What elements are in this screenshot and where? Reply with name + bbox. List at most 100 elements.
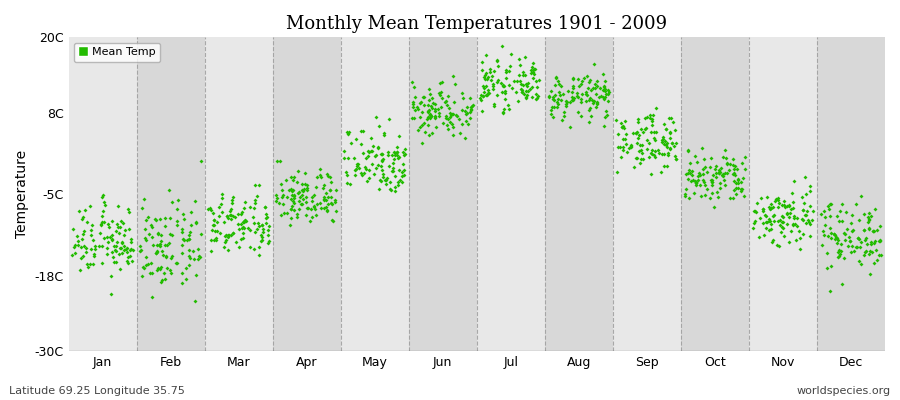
Point bbox=[406, 101, 420, 107]
Point bbox=[483, 66, 498, 72]
Point bbox=[870, 226, 885, 233]
Point bbox=[823, 201, 837, 207]
Point bbox=[784, 206, 798, 212]
Point bbox=[223, 216, 238, 222]
Point bbox=[838, 231, 852, 238]
Point bbox=[682, 160, 697, 166]
Point bbox=[238, 219, 252, 226]
Point bbox=[284, 206, 299, 212]
Point bbox=[498, 95, 512, 102]
Point bbox=[246, 214, 260, 220]
Point bbox=[139, 217, 153, 223]
Point bbox=[175, 229, 189, 235]
Point bbox=[255, 236, 269, 243]
Point bbox=[633, 141, 647, 148]
Point bbox=[805, 217, 819, 223]
Point bbox=[615, 124, 629, 130]
Point bbox=[828, 232, 842, 238]
Point bbox=[324, 201, 338, 208]
Point bbox=[552, 80, 566, 87]
Point bbox=[93, 230, 107, 236]
Point bbox=[857, 211, 871, 218]
Point bbox=[626, 130, 641, 136]
Point bbox=[149, 267, 164, 274]
Point bbox=[685, 168, 699, 174]
Point bbox=[747, 220, 761, 226]
Point bbox=[284, 206, 299, 212]
Point bbox=[689, 178, 704, 185]
Point bbox=[645, 112, 660, 118]
Point bbox=[76, 215, 90, 222]
Point bbox=[509, 88, 524, 95]
Point bbox=[832, 217, 846, 224]
Point bbox=[515, 87, 529, 93]
Point bbox=[782, 202, 796, 208]
Point bbox=[716, 154, 730, 161]
Point bbox=[775, 218, 789, 225]
Point bbox=[151, 230, 166, 236]
Point bbox=[479, 92, 493, 98]
Point bbox=[238, 199, 252, 206]
Point bbox=[324, 178, 338, 185]
Point bbox=[317, 182, 331, 188]
Point bbox=[746, 208, 760, 214]
Point bbox=[610, 131, 625, 137]
Point bbox=[761, 226, 776, 233]
Point bbox=[235, 224, 249, 231]
Point bbox=[850, 244, 864, 250]
Point bbox=[371, 145, 385, 151]
Point bbox=[422, 114, 436, 121]
Point bbox=[775, 224, 789, 230]
Point bbox=[307, 192, 321, 198]
Point bbox=[734, 160, 749, 166]
Point bbox=[205, 210, 220, 216]
Point bbox=[189, 218, 203, 225]
Text: Latitude 69.25 Longitude 35.75: Latitude 69.25 Longitude 35.75 bbox=[9, 386, 184, 396]
Point bbox=[573, 99, 588, 106]
Point bbox=[445, 112, 459, 118]
Point bbox=[865, 249, 879, 255]
Point bbox=[775, 202, 789, 208]
Point bbox=[581, 97, 596, 103]
Point bbox=[68, 242, 82, 248]
Point bbox=[731, 177, 745, 184]
Point bbox=[638, 126, 652, 132]
Point bbox=[497, 82, 511, 89]
Point bbox=[152, 242, 166, 248]
Point bbox=[95, 194, 110, 200]
Point bbox=[665, 119, 680, 125]
Point bbox=[294, 181, 309, 187]
Point bbox=[515, 89, 529, 96]
Point bbox=[864, 241, 878, 248]
Point bbox=[586, 100, 600, 107]
Point bbox=[611, 144, 625, 150]
Point bbox=[516, 89, 530, 95]
Point bbox=[645, 146, 660, 153]
Point bbox=[638, 115, 652, 122]
Point bbox=[84, 227, 98, 233]
Point bbox=[827, 231, 842, 237]
Point bbox=[228, 214, 242, 220]
Point bbox=[786, 199, 800, 205]
Point bbox=[573, 96, 588, 102]
Point bbox=[112, 224, 127, 230]
Point bbox=[862, 217, 877, 223]
Point bbox=[824, 263, 838, 269]
Point bbox=[695, 144, 709, 151]
Point bbox=[102, 224, 116, 230]
Point bbox=[117, 247, 131, 254]
Point bbox=[475, 108, 490, 114]
Point bbox=[798, 220, 813, 226]
Bar bbox=[341, 37, 409, 351]
Point bbox=[490, 58, 504, 64]
Point bbox=[175, 242, 189, 248]
Point bbox=[415, 108, 429, 115]
Point bbox=[837, 255, 851, 262]
Point bbox=[236, 224, 250, 230]
Point bbox=[432, 90, 446, 96]
Point bbox=[696, 176, 710, 183]
Point bbox=[237, 205, 251, 211]
Point bbox=[149, 250, 164, 256]
Point bbox=[350, 161, 365, 168]
Point bbox=[631, 132, 645, 138]
